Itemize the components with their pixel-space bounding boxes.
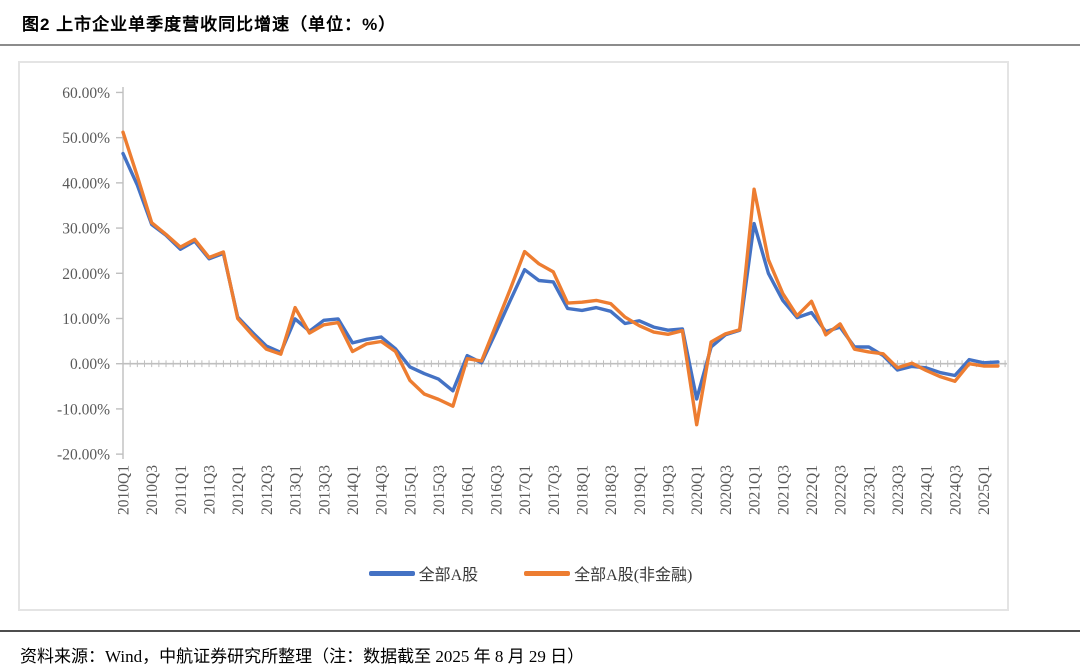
y-axis-label: 40.00% <box>62 175 110 192</box>
x-axis-label: 2022Q1 <box>804 465 821 515</box>
x-axis-label: 2020Q3 <box>718 465 735 515</box>
x-axis-label: 2012Q3 <box>259 465 276 515</box>
legend-label: 全部A股 <box>418 567 479 584</box>
x-axis-label: 2024Q3 <box>947 465 964 515</box>
figure-title: 图2 上市企业单季度营收同比增速（单位：%） <box>22 15 397 34</box>
x-axis-label: 2011Q3 <box>202 465 219 515</box>
x-axis-label: 2019Q1 <box>632 465 649 515</box>
y-axis-label: -10.00% <box>57 401 110 418</box>
x-axis-label: 2013Q3 <box>316 465 333 515</box>
chart-svg: 60.00% 50.00% 40.00% 30.00% 20.00% 10.00% 0.00… <box>57 85 1007 515</box>
x-axis-label: 2017Q3 <box>546 465 563 515</box>
legend-swatch-orange <box>524 570 571 576</box>
y-axis-label: 10.00% <box>62 311 110 328</box>
x-axis-label: 2016Q1 <box>460 465 477 515</box>
x-axis-label: 2025Q1 <box>976 465 993 515</box>
x-axis-label: 2021Q3 <box>775 465 792 515</box>
x-axis-label: 2018Q3 <box>603 465 620 515</box>
x-axis-label: 2023Q3 <box>890 465 907 515</box>
x-axis-label: 2016Q3 <box>488 465 505 515</box>
x-axis-label: 2020Q1 <box>689 465 706 515</box>
y-axis-label: 20.00% <box>62 266 110 283</box>
x-axis-label: 2013Q1 <box>288 465 305 515</box>
legend-item-non-financial: 全部A股(非金融) <box>524 561 692 585</box>
x-axis-label: 2015Q1 <box>402 465 419 515</box>
x-axis-label: 2010Q3 <box>144 465 161 515</box>
series-line-2 <box>121 130 1000 427</box>
y-axis-label: -20.00% <box>57 447 110 464</box>
legend-swatch-blue <box>368 570 415 576</box>
chart-area: 60.00% 50.00% 40.00% 30.00% 20.00% 10.00% 0.00… <box>18 61 1009 611</box>
x-axis-label: 2014Q3 <box>374 465 391 515</box>
x-axis-label: 2019Q3 <box>661 465 678 515</box>
footer-divider-line <box>0 630 1080 632</box>
x-axis-label: 2015Q3 <box>431 465 448 515</box>
x-axis-label: 2017Q1 <box>517 465 534 515</box>
title-divider-line <box>0 44 1080 46</box>
source-note: 资料来源：Wind，中航证券研究所整理（注：数据截至 2025 年 8 月 29… <box>20 647 585 666</box>
x-axis-label: 2018Q1 <box>574 465 591 515</box>
x-axis-label: 2011Q1 <box>173 465 190 514</box>
x-axis-label: 2021Q1 <box>747 465 764 515</box>
y-axis-label: 60.00% <box>62 85 110 102</box>
legend-item-all-a-shares: 全部A股 <box>368 561 479 585</box>
legend-label: 全部A股(非金融) <box>574 567 693 584</box>
y-axis-label: 30.00% <box>62 221 110 238</box>
x-axis-label: 2014Q1 <box>345 465 362 515</box>
y-axis-label: 50.00% <box>62 130 110 147</box>
x-axis-label: 2012Q1 <box>230 465 247 515</box>
y-axis-label: 0.00% <box>70 356 110 373</box>
x-axis-label: 2023Q1 <box>861 465 878 515</box>
x-axis-label: 2024Q1 <box>919 465 936 515</box>
x-axis-label: 2010Q1 <box>116 465 133 515</box>
x-axis-label: 2022Q3 <box>833 465 850 515</box>
chart-legend: 全部A股 全部A股(非金融) <box>20 561 1007 585</box>
